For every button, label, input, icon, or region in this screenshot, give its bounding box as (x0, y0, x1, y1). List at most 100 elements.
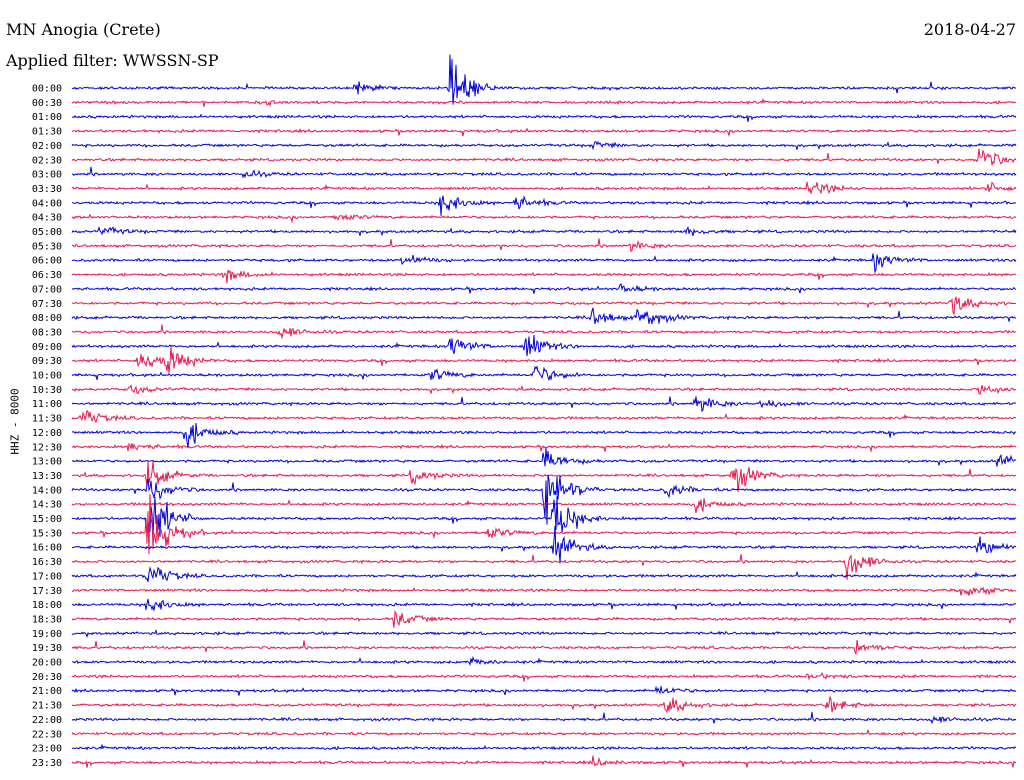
row-time-label: 08:30 (32, 327, 62, 338)
row-time-label: 22:30 (32, 729, 62, 740)
row-time-label: 03:30 (32, 184, 62, 195)
row-time-label: 14:00 (32, 485, 62, 496)
seismic-trace (71, 335, 1017, 357)
row-time-label: 10:00 (32, 371, 62, 382)
seismic-trace (71, 475, 1017, 525)
seismic-trace (71, 396, 1016, 413)
seismic-trace (71, 384, 1017, 395)
row-time-label: 00:30 (32, 98, 62, 109)
row-time-label: 23:00 (32, 744, 62, 755)
seismic-trace (71, 712, 1017, 725)
seismic-trace (71, 493, 1017, 555)
seismic-trace (71, 610, 1017, 628)
row-time-label: 01:00 (32, 112, 62, 123)
seismic-trace (71, 347, 1017, 374)
seismic-trace (71, 166, 1017, 179)
row-time-label: 19:30 (32, 643, 62, 654)
seismic-trace (71, 685, 1017, 696)
seismic-trace (71, 253, 1017, 274)
seismic-trace (71, 442, 1017, 453)
seismic-trace (71, 696, 1017, 714)
seismic-trace (71, 728, 1017, 737)
row-time-label: 04:00 (32, 198, 62, 209)
seismic-trace (71, 181, 1017, 194)
row-time-label: 17:30 (32, 586, 62, 597)
station-title: MN Anogia (Crete) (6, 20, 161, 39)
seismic-trace (71, 127, 1017, 138)
seismic-trace (71, 639, 1017, 655)
row-time-label: 19:00 (32, 629, 62, 640)
row-time-label: 03:00 (32, 170, 62, 181)
row-time-label: 11:30 (32, 414, 62, 425)
seismic-trace (71, 238, 1017, 253)
seismic-trace (71, 629, 1017, 639)
seismic-trace (71, 113, 1017, 122)
row-time-label: 20:30 (32, 672, 62, 683)
seismic-trace (71, 461, 1017, 492)
seismic-trace (71, 409, 1017, 424)
seismic-trace (71, 296, 1017, 316)
row-time-label: 02:00 (32, 141, 62, 152)
row-time-label: 13:30 (32, 471, 62, 482)
seismic-trace (71, 213, 1017, 224)
seismic-trace (71, 566, 1017, 583)
row-time-label: 05:00 (32, 227, 62, 238)
filter-label: Applied filter: WWSSN-SP (6, 51, 219, 70)
seismic-trace (71, 755, 1017, 769)
row-time-label: 15:00 (32, 514, 62, 525)
row-time-label: 20:00 (32, 658, 62, 669)
seismic-trace (71, 496, 1017, 538)
seismic-trace (71, 422, 1017, 448)
row-time-label: 22:00 (32, 715, 62, 726)
seismic-trace (71, 586, 1017, 596)
row-time-label: 07:30 (32, 299, 62, 310)
seismic-trace (71, 655, 1017, 667)
row-time-label: 23:30 (32, 758, 62, 769)
seismic-trace (71, 307, 1017, 325)
seismic-trace (71, 743, 1017, 751)
seismic-trace (71, 554, 1017, 581)
seismic-trace (71, 365, 1017, 382)
seismic-trace (71, 598, 1017, 611)
seismic-trace (71, 269, 1016, 284)
seismic-trace (71, 447, 1017, 467)
row-time-label: 02:30 (32, 155, 62, 166)
seismic-trace (71, 194, 1017, 216)
seismic-trace (71, 97, 1017, 108)
date-label: 2018-04-27 (923, 20, 1016, 39)
row-time-label: 15:30 (32, 528, 62, 539)
row-time-label: 18:00 (32, 600, 62, 611)
row-time-label: 11:00 (32, 399, 62, 410)
row-time-label: 21:30 (32, 701, 62, 712)
row-time-label: 13:00 (32, 457, 62, 468)
row-time-label: 01:30 (32, 127, 62, 138)
row-time-label: 09:00 (32, 342, 62, 353)
seismic-trace (71, 148, 1017, 166)
row-time-label: 04:30 (32, 213, 62, 224)
row-time-label: 14:30 (32, 500, 62, 511)
row-time-label: 12:00 (32, 428, 62, 439)
seismic-trace (71, 498, 1017, 513)
row-time-label: 17:00 (32, 571, 62, 582)
seismic-trace (71, 140, 1017, 151)
row-time-label: 09:30 (32, 356, 62, 367)
row-time-label: 18:30 (32, 614, 62, 625)
row-time-label: 00:00 (32, 84, 62, 95)
row-time-label: 06:00 (32, 256, 62, 267)
row-time-label: 16:30 (32, 557, 62, 568)
seismic-trace (71, 225, 1017, 237)
row-time-label: 21:00 (32, 686, 62, 697)
seismic-trace (71, 671, 1017, 682)
row-time-label: 05:30 (32, 241, 62, 252)
row-time-label: 07:00 (32, 284, 62, 295)
seismic-trace (71, 54, 1017, 105)
row-time-label: 10:30 (32, 385, 62, 396)
seismic-trace (71, 324, 1016, 340)
row-time-label: 08:00 (32, 313, 62, 324)
row-time-label: 12:30 (32, 442, 62, 453)
row-time-label: 16:00 (32, 543, 62, 554)
row-time-label: 06:30 (32, 270, 62, 281)
seismic-trace (71, 525, 1017, 564)
seismic-trace (71, 283, 1017, 294)
